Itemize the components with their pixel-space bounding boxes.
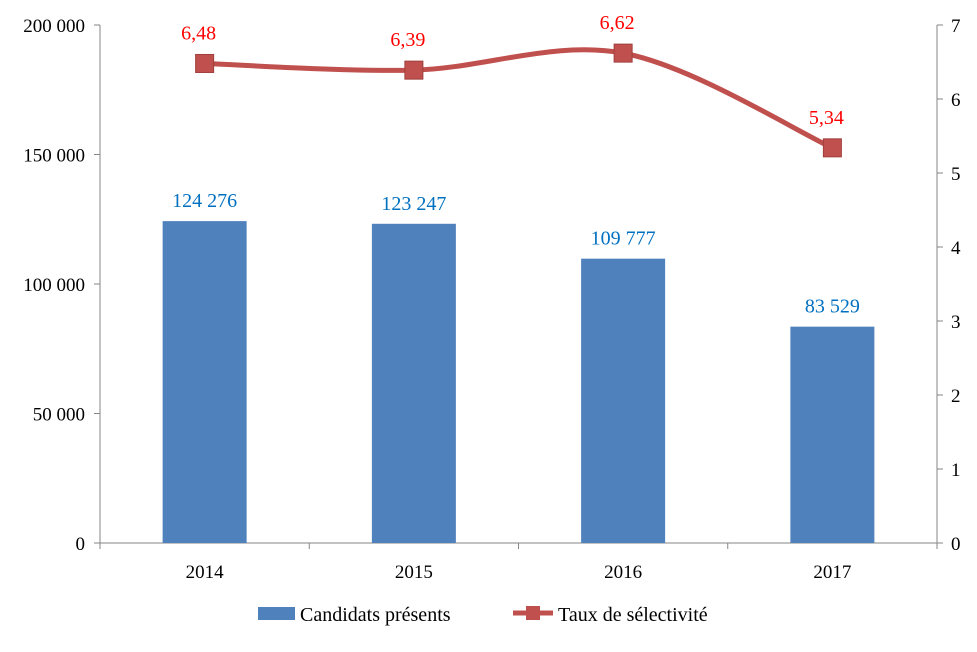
right-tick-label: 0 — [951, 534, 961, 555]
x-tick-label: 2016 — [604, 562, 642, 583]
x-tick-label: 2017 — [813, 562, 851, 583]
right-tick-label: 6 — [951, 90, 961, 111]
legend-label-taux: Taux de sélectivité — [558, 604, 708, 626]
legend-label-candidats: Candidats présents — [300, 604, 451, 626]
right-tick-label: 1 — [951, 460, 961, 481]
bar-data-label: 124 276 — [172, 190, 237, 212]
line-series-selectivite — [202, 47, 835, 151]
bar-data-label: 109 777 — [591, 228, 656, 250]
line-marker-2014 — [195, 53, 215, 73]
line-data-label: 6,48 — [181, 22, 216, 44]
legend-marker-swatch — [526, 606, 540, 620]
line-marker-2016 — [613, 43, 633, 63]
bar-2014 — [162, 221, 247, 543]
right-tick-label: 7 — [951, 16, 961, 37]
right-tick-label: 5 — [951, 164, 961, 185]
line-marker-2017 — [822, 138, 842, 158]
line-data-label: 5,34 — [809, 107, 844, 129]
legend-bar-swatch — [258, 607, 295, 620]
line-data-label: 6,62 — [600, 12, 635, 34]
bar-2015 — [371, 223, 456, 543]
bar-data-label: 123 247 — [381, 193, 446, 215]
x-tick-label: 2015 — [395, 562, 433, 583]
bar-2017 — [790, 326, 875, 543]
right-tick-label: 4 — [951, 238, 961, 259]
left-tick-label: 100 000 — [23, 275, 85, 296]
left-tick-label: 0 — [76, 534, 86, 555]
bar-data-label: 83 529 — [805, 296, 860, 318]
x-tick-label: 2014 — [186, 562, 225, 583]
bar-2016 — [581, 258, 666, 543]
line-marker-2015 — [404, 60, 424, 80]
left-tick-label: 50 000 — [33, 405, 85, 426]
line-data-label: 6,39 — [390, 29, 425, 51]
left-tick-label: 150 000 — [23, 146, 85, 167]
left-tick-label: 200 000 — [23, 16, 85, 37]
right-tick-label: 3 — [951, 312, 961, 333]
right-tick-label: 2 — [951, 386, 961, 407]
